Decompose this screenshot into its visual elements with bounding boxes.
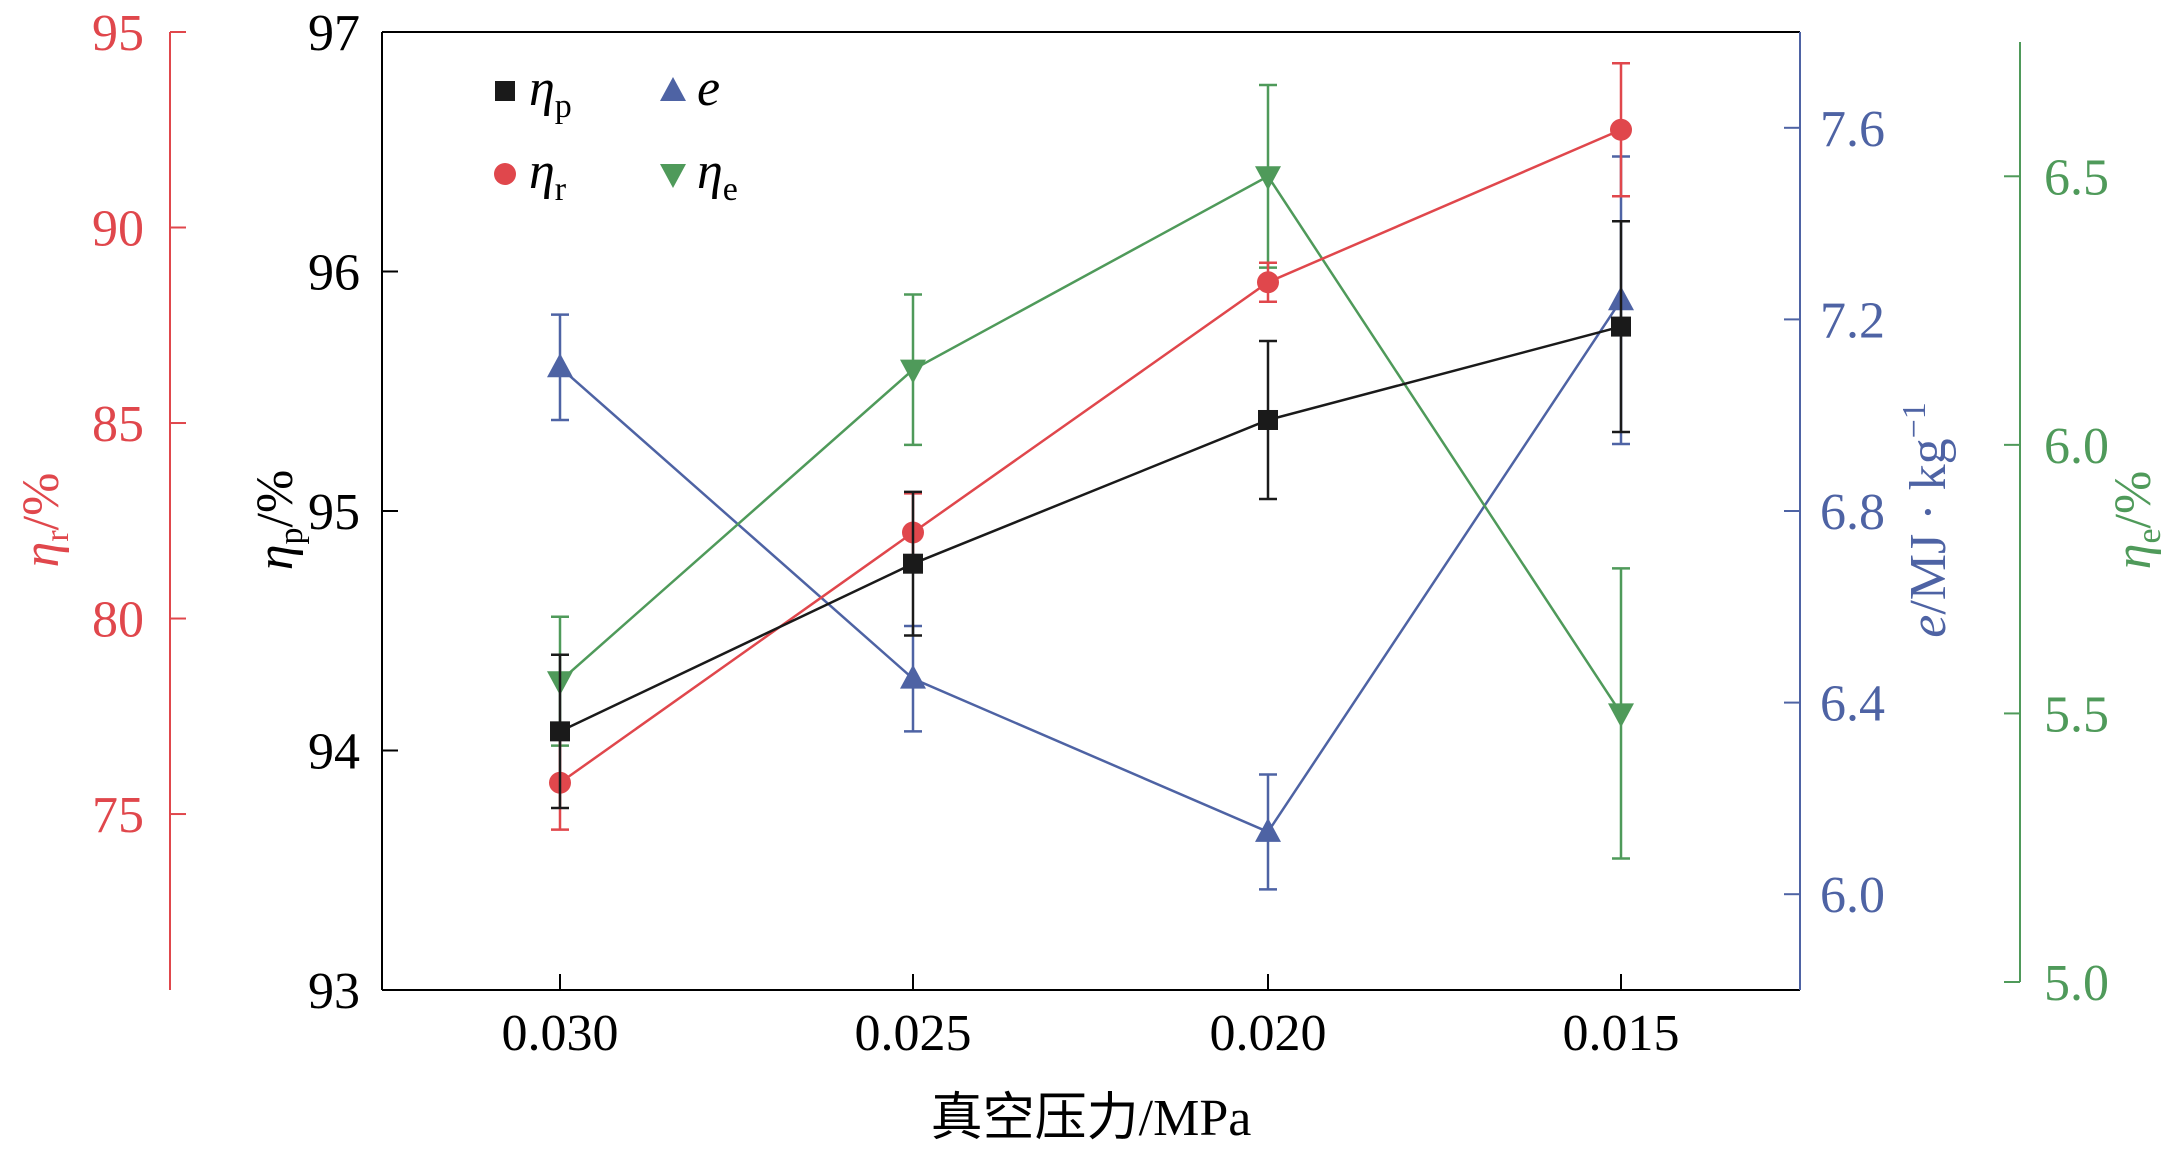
x-tick-label: 0.025: [855, 1005, 972, 1062]
y-tick-label: 5.0: [2044, 955, 2109, 1012]
eta-e-axis: 5.0 5.5 6.0 6.5: [2004, 42, 2109, 1012]
y-tick-label: 96: [308, 245, 360, 302]
y-tick-label: 93: [308, 963, 360, 1020]
series-line: [559, 325, 1622, 733]
data-point: [900, 664, 926, 689]
y-tick-label: 5.5: [2044, 686, 2109, 743]
legend-item-eta-p: ηp: [495, 60, 572, 125]
data-point: [903, 553, 923, 574]
y-tick-label: 6.8: [1820, 484, 1885, 541]
legend-label: ηp: [529, 60, 572, 125]
y-tick-label: 75: [92, 787, 144, 844]
y-tick-label: 7.6: [1820, 101, 1885, 158]
legend: ηp e ηr ηe: [494, 60, 738, 208]
series-line: [559, 128, 1622, 784]
y-tick-label: 7.2: [1820, 292, 1885, 349]
data-point: [550, 721, 570, 742]
series-eta-p: [550, 219, 1631, 810]
y-tick-label: 95: [92, 5, 144, 62]
y-tick-label: 6.0: [1820, 867, 1885, 924]
e-axis: 6.0 6.4 6.8 7.2 7.6: [1784, 101, 1885, 924]
y-tick-label: 6.5: [2044, 149, 2109, 206]
y-tick-label: 95: [308, 484, 360, 541]
data-point: [900, 359, 926, 384]
plot-frame: [381, 31, 1801, 991]
y-tick-label: 80: [92, 592, 144, 649]
legend-label: ηr: [529, 143, 567, 208]
y-tick-label: 97: [308, 5, 360, 62]
x-tick-label: 0.020: [1210, 1005, 1327, 1062]
series-eta-r: [549, 62, 1632, 831]
legend-marker: [494, 163, 516, 185]
series-e: [547, 155, 1634, 891]
data-point: [1255, 166, 1281, 191]
legend-item-eta-r: ηr: [494, 143, 567, 208]
legend-label: ηe: [697, 143, 738, 208]
data-point: [1611, 316, 1631, 337]
eta-p-axis: 93 94 95 96 97: [308, 5, 398, 1020]
eta-r-axis: 75 80 85 90 95: [92, 5, 186, 990]
data-point: [1257, 271, 1279, 294]
data-point: [1610, 118, 1632, 141]
y-tick-label: 6.4: [1820, 676, 1885, 733]
legend-item-eta-e: ηe: [660, 143, 738, 208]
legend-label: e: [697, 60, 720, 117]
x-axis-title: 真空压力/MPa: [931, 1090, 1252, 1147]
y-tick-label: 94: [308, 724, 360, 781]
x-tick-label: 0.030: [502, 1005, 619, 1062]
y-tick-label: 6.0: [2044, 418, 2109, 475]
legend-marker: [660, 164, 686, 188]
y-tick-label: 85: [92, 396, 144, 453]
data-point: [1258, 409, 1278, 430]
y-tick-label: 90: [92, 201, 144, 258]
e-axis-title: e/MJ · kg−1: [1896, 402, 1957, 638]
x-tick-label: 0.015: [1563, 1005, 1680, 1062]
eta-e-axis-title: ηe/%: [2105, 471, 2168, 570]
x-axis: 0.030 0.025 0.020 0.015 真空压力/MPa: [502, 974, 1680, 1147]
eta-r-axis-title: ηr/%: [13, 473, 76, 568]
data-point: [1608, 703, 1634, 728]
series-line: [559, 174, 1623, 715]
legend-marker: [495, 81, 515, 101]
eta-p-axis-title: ηp/%: [247, 470, 310, 571]
legend-item-e: e: [660, 60, 720, 117]
series-line: [559, 299, 1623, 834]
series-eta-e: [547, 83, 1634, 860]
data-point: [547, 353, 573, 378]
data-point: [1255, 817, 1281, 842]
legend-marker: [660, 77, 686, 101]
